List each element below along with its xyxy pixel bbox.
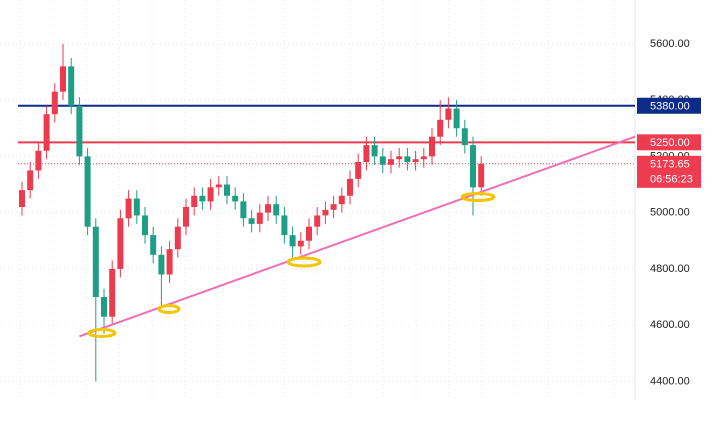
candle-body (420, 156, 427, 160)
candle-body (297, 240, 304, 247)
candle-body (256, 212, 263, 224)
candle-body (338, 195, 345, 205)
candle-body (330, 204, 337, 210)
candle-body (174, 226, 181, 250)
candle-body (240, 201, 247, 219)
candle-body (347, 178, 353, 196)
candle-body (166, 249, 173, 275)
candle-body (68, 66, 75, 106)
trendline (79, 135, 636, 338)
candle-body (445, 108, 452, 120)
candle-body (51, 91, 58, 115)
candle-body (248, 218, 255, 224)
plot (18, 43, 636, 382)
highlight (460, 192, 496, 202)
candle-body (27, 170, 34, 191)
candle-body (281, 215, 288, 236)
candle-body (183, 207, 189, 227)
candle-body (379, 156, 386, 165)
candle-body (314, 215, 321, 227)
candle-body (461, 128, 468, 146)
candle-body (92, 226, 99, 297)
last-price-label: 5173.65 (650, 159, 690, 171)
candle-body (232, 195, 239, 202)
candle-body (199, 195, 206, 202)
candle-body (224, 184, 230, 196)
candle-body (412, 159, 419, 162)
candle-body (453, 108, 460, 129)
price-axis: 4400.004600.004800.005000.005200.005400.… (637, 38, 701, 387)
candle-body (19, 190, 25, 207)
candle-body (84, 156, 91, 227)
candle-body (76, 105, 83, 157)
candle-body (60, 66, 66, 92)
level-label: 5380.00 (650, 101, 690, 113)
highlight (87, 328, 117, 338)
level-label-box (637, 134, 701, 151)
candle-body (158, 254, 165, 275)
candle-body (265, 204, 271, 213)
countdown-label: 06:56:23 (650, 174, 693, 186)
y-tick-label: 4600.00 (650, 319, 690, 331)
candle-body (101, 297, 107, 317)
highlight (157, 304, 181, 314)
candle-body (191, 195, 198, 207)
candle-body (437, 119, 444, 137)
candle-body (355, 162, 362, 179)
y-tick-label: 5000.00 (650, 207, 690, 219)
level-label-box (637, 97, 701, 114)
candle-body (150, 235, 157, 255)
candle-body (125, 198, 132, 219)
candle-body (117, 218, 124, 269)
candle-body (363, 145, 370, 162)
candle-body (273, 204, 280, 216)
candle-body (133, 198, 140, 216)
candle-body (35, 150, 42, 171)
candle-body (207, 187, 214, 202)
candle-body (289, 235, 296, 247)
y-tick-label: 4800.00 (650, 263, 690, 275)
candle-body (371, 145, 378, 157)
candle-body (478, 163, 485, 188)
candle-body (388, 159, 394, 165)
candle-body (404, 156, 411, 162)
candle-body (109, 268, 116, 317)
candle-body (142, 215, 148, 236)
y-tick-label: 5600.00 (650, 38, 690, 50)
last-price-box (637, 155, 701, 188)
candle-body (322, 209, 329, 216)
candle-body (396, 156, 403, 160)
level-label: 5250.00 (650, 137, 690, 149)
y-tick-label: 4400.00 (650, 375, 690, 387)
highlight (286, 256, 322, 268)
candle-body (306, 226, 312, 241)
highlights (87, 192, 496, 338)
candle-body (43, 114, 50, 151)
candle-body (429, 136, 435, 157)
candle-body (215, 184, 222, 188)
candle-body (470, 145, 476, 188)
